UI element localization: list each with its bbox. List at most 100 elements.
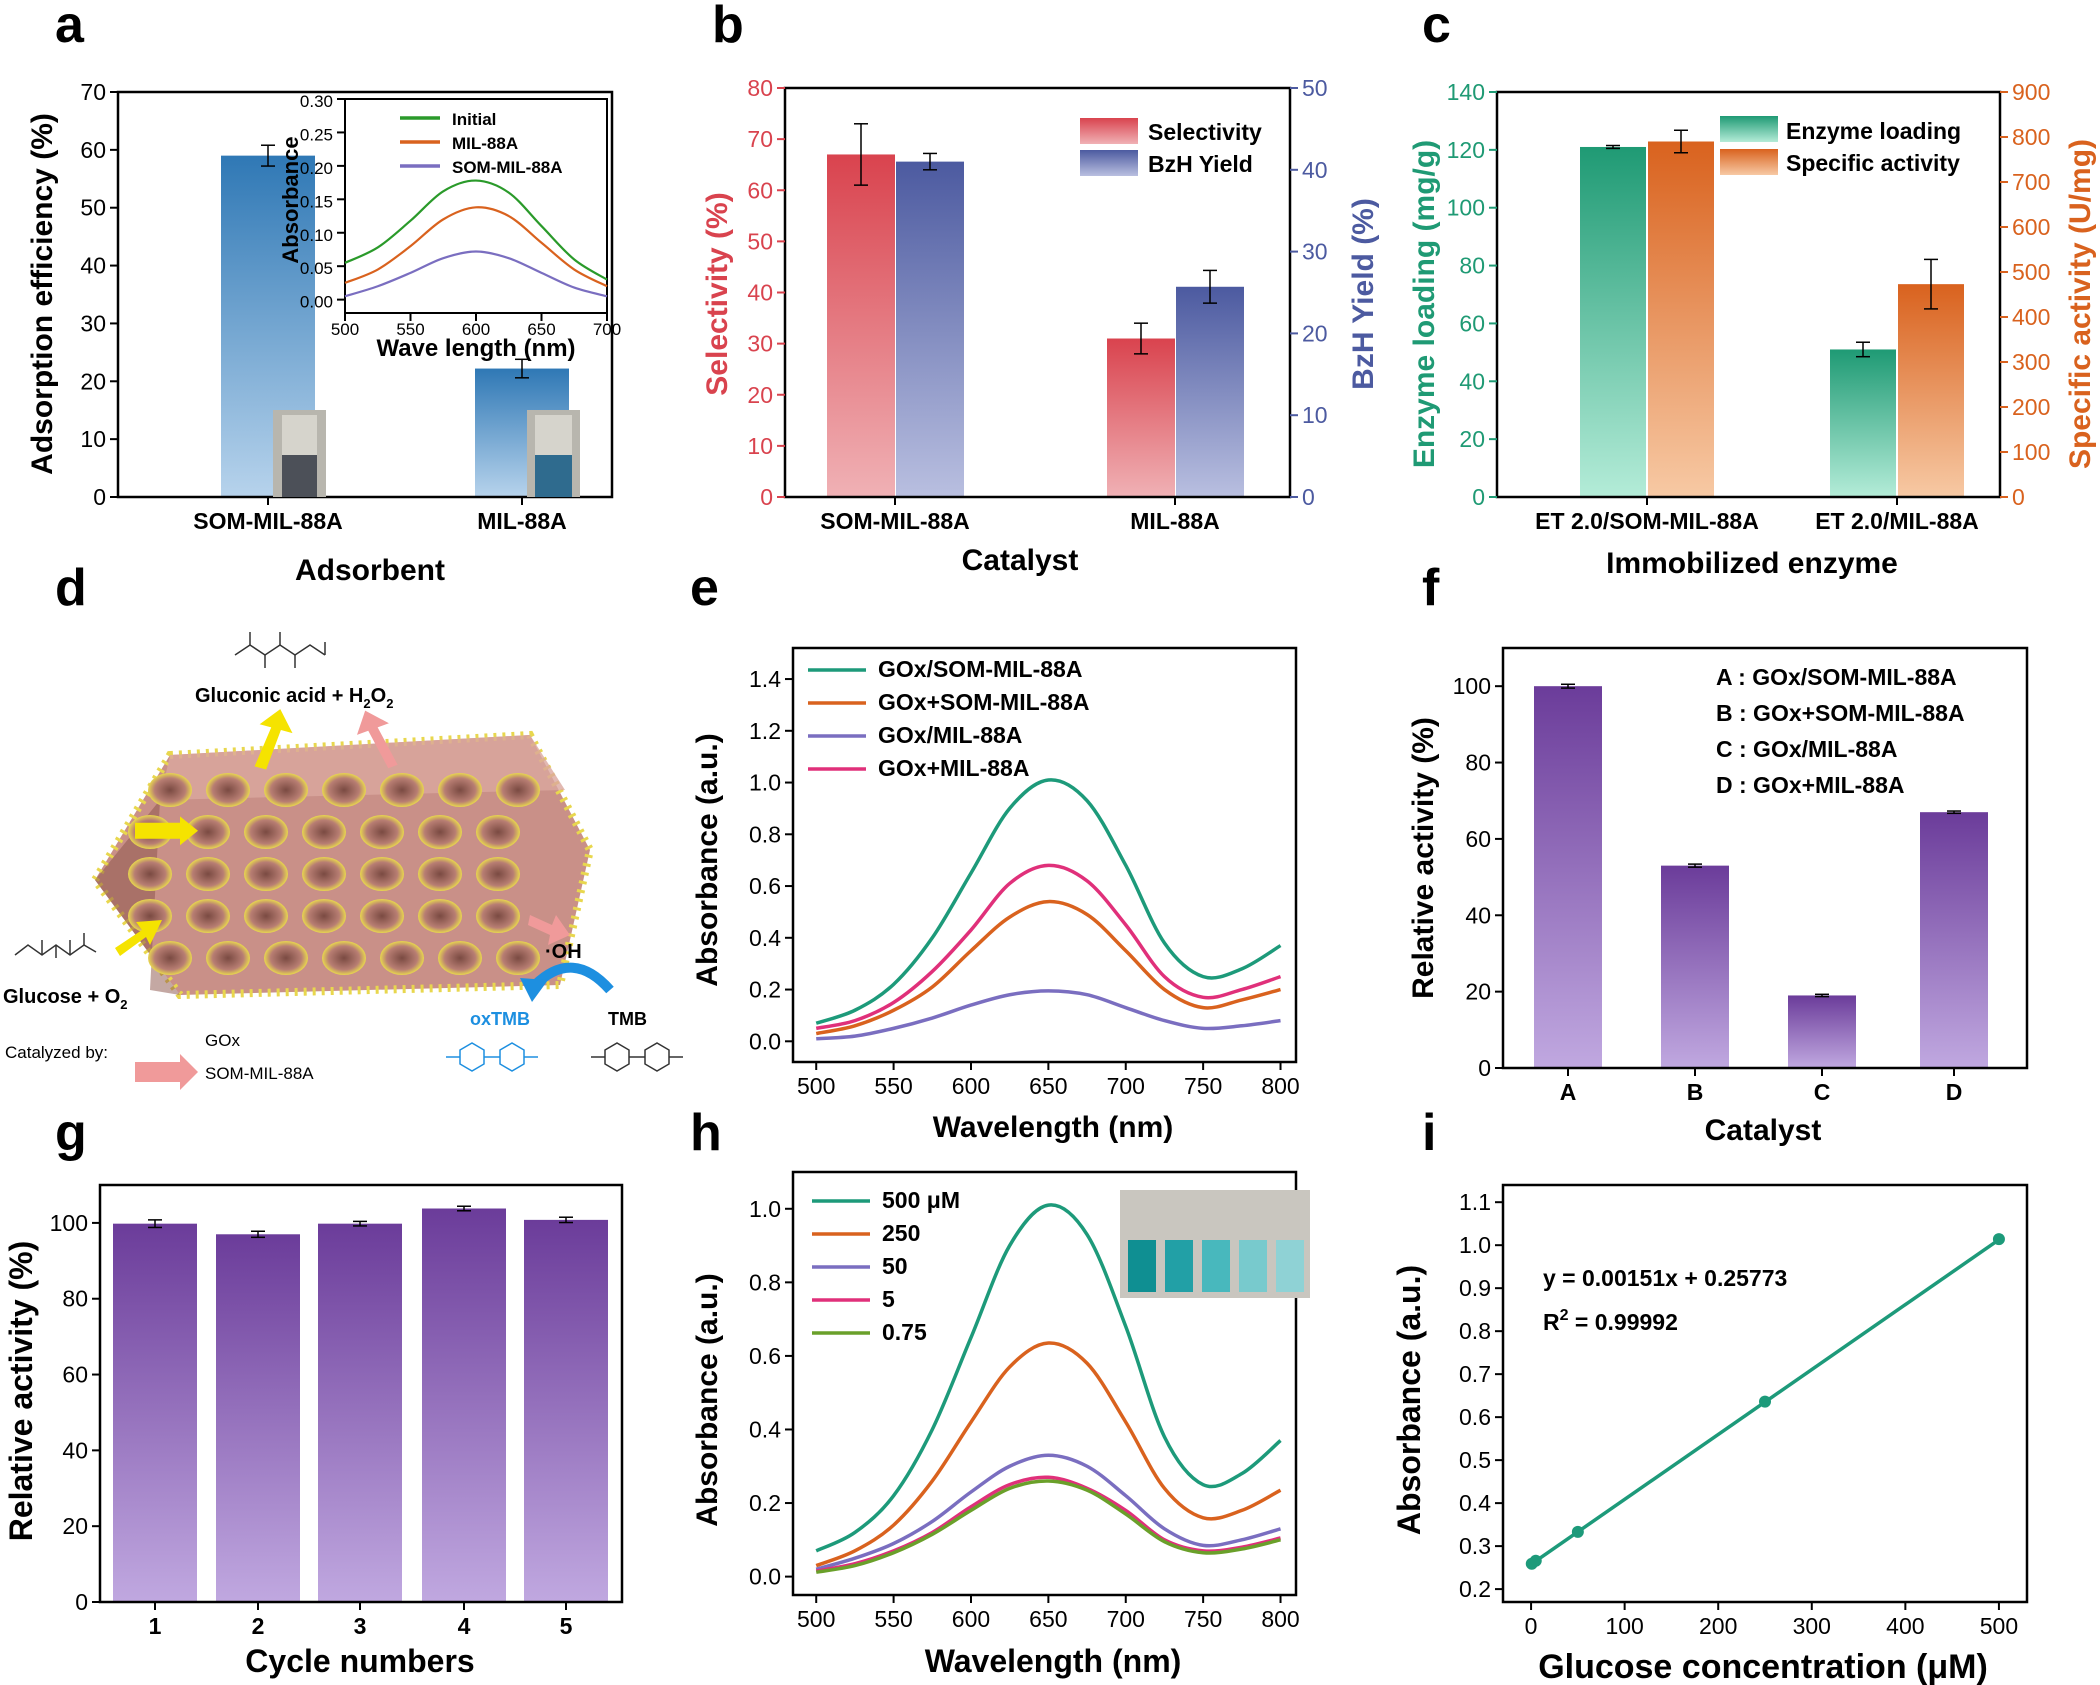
- catalyzed-by-label: Catalyzed by:: [5, 1043, 108, 1062]
- panel-c-legend-label: Enzyme loading: [1786, 118, 1961, 144]
- panel-e-xtick-label: 550: [874, 1073, 912, 1099]
- panel-b-legend-label: BzH Yield: [1148, 151, 1253, 177]
- panel-e-xtick-label: 500: [797, 1073, 835, 1099]
- panel-f-ytick-label: 80: [1465, 750, 1491, 776]
- panel-c-ytick-label: 0: [1472, 484, 1485, 510]
- panel-c-ytick-right-label: 400: [2012, 304, 2050, 330]
- panel-g-bars: [113, 1205, 608, 1602]
- panel-a-frame: 0 10 20 30 40 50 60 70 SOM-MIL-88A MIL-88A: [80, 79, 614, 534]
- panel-a-category-label: SOM-MIL-88A: [193, 508, 343, 534]
- panel-h-ylabel: Absorbance (a.u.): [691, 1273, 724, 1526]
- tmb-structure: [591, 1042, 683, 1072]
- panel-a-xlabel: Adsorbent: [295, 554, 445, 587]
- mof-pore: [244, 857, 288, 891]
- panel-e-xlabel: Wavelength (nm): [933, 1111, 1174, 1144]
- panel-i-ytick-label: 0.7: [1459, 1361, 1491, 1387]
- key-som-label: SOM-MIL-88A: [205, 1064, 314, 1083]
- panel-g-category-label: 5: [560, 1613, 573, 1639]
- panel-f-bar: [1534, 686, 1602, 1068]
- panel-c: 0 20 40 60 80 100 120 140 0 100 200 300 400 500 600 700…: [1408, 79, 2097, 580]
- panel-letter-g: g: [55, 1104, 87, 1162]
- panel-e-xtick-label: 650: [1029, 1073, 1067, 1099]
- panel-g-xlabel: Cycle numbers: [245, 1643, 474, 1679]
- panel-i-xtick-label: 300: [1793, 1613, 1831, 1639]
- panel-c-specific-activity-bar: [1648, 141, 1714, 497]
- fit-equation: y = 0.00151x + 0.25773: [1543, 1265, 1787, 1291]
- panel-h-legend-label: 50: [882, 1253, 908, 1279]
- panel-e-ytick-label: 0.2: [749, 977, 781, 1003]
- panel-b-frame: 0 10 20 30 40 50 60 70 80 0 10 20 30 40 50 SOM-MIL-88A M…: [747, 75, 1327, 534]
- panel-i-ytick-label: 0.6: [1459, 1404, 1491, 1430]
- hydroxyl-radical-label: ·OH: [545, 941, 582, 963]
- panel-d: Gluconic acid + H2O2 ·OH Glucose + O2 ox…: [3, 632, 683, 1090]
- panel-i-ytick-label: 0.3: [1459, 1533, 1491, 1559]
- panel-i-xlabel: Glucose concentration (μM): [1538, 1648, 1988, 1685]
- mof-pore: [438, 773, 482, 807]
- panel-f-category-label: D: [1946, 1079, 1963, 1105]
- panel-a-inset-xtick-label: 650: [527, 320, 555, 339]
- panel-b-legend-swatch: [1080, 150, 1138, 176]
- vial-photo-mil: [527, 410, 580, 497]
- panel-b-legend-label: Selectivity: [1148, 119, 1262, 145]
- panel-f-xlabel: Catalyst: [1705, 1114, 1822, 1147]
- panel-c-enzyme-loading-bar: [1580, 146, 1646, 497]
- panel-c-plot-frame: [1495, 90, 2002, 499]
- ox-tmb-label: oxTMB: [470, 1009, 530, 1029]
- som-arrow-up: [356, 710, 398, 769]
- panel-e-ytick-label: 0.4: [749, 925, 781, 951]
- key-som-arrow: [135, 1054, 198, 1090]
- panel-e-ylabel: Absorbance (a.u.): [691, 733, 724, 986]
- mof-pore: [128, 857, 172, 891]
- panel-a-ytick-label: 40: [80, 253, 106, 279]
- cuvette-photo: [1120, 1190, 1310, 1298]
- panel-e-series-line: [815, 778, 1282, 1025]
- panel-f-ytick-label: 100: [1453, 673, 1491, 699]
- panel-b-ytick-label: 70: [747, 126, 773, 152]
- panel-e-legend-label: GOx/MIL-88A: [878, 722, 1022, 748]
- panel-c-ytick-right-label: 900: [2012, 79, 2050, 105]
- panel-a-inset-series-line: [344, 206, 608, 288]
- panel-c-ytick-right-label: 200: [2012, 394, 2050, 420]
- panel-f-legend-label: A : GOx/SOM-MIL-88A: [1716, 664, 1957, 690]
- mof-pore: [302, 815, 346, 849]
- panel-letter-c: c: [1422, 0, 1451, 54]
- panel-g-frame: 0 20 40 60 80 100 1 2 3 4 5: [50, 1183, 624, 1639]
- panel-i-xtick-label: 0: [1525, 1613, 1538, 1639]
- panel-b: 0 10 20 30 40 50 60 70 80 0 10 20 30 40 50 SOM-MIL-88A M…: [701, 75, 1380, 577]
- panel-b-ytick-right-label: 40: [1302, 157, 1328, 183]
- panel-letter-i: i: [1422, 1104, 1436, 1162]
- mof-pore: [418, 899, 462, 933]
- mof-pore: [148, 773, 192, 807]
- panel-c-legend-label: Specific activity: [1786, 150, 1960, 176]
- panel-a-ytick-label: 60: [80, 137, 106, 163]
- panel-b-legend-swatch: [1080, 118, 1138, 144]
- panel-a-plot-frame: [116, 90, 614, 499]
- panel-h-legend-label: 500 μM: [882, 1187, 960, 1213]
- tmb-oxidation-arrowhead: [520, 978, 548, 1002]
- mof-pore: [438, 941, 482, 975]
- panel-letter-e: e: [690, 559, 719, 617]
- panel-e-plot-frame: [791, 646, 1298, 1064]
- panel-c-category-label: ET 2.0/SOM-MIL-88A: [1535, 508, 1759, 534]
- panel-a-inset-series-line: [344, 179, 608, 281]
- panel-b-ylabel-left: Selectivity (%): [701, 192, 734, 395]
- panel-e-ytick-label: 0.8: [749, 821, 781, 847]
- panel-h-ytick-label: 0.8: [749, 1269, 781, 1295]
- gox-arrow-up: [254, 709, 293, 770]
- panel-a-ytick-label: 0: [93, 484, 106, 510]
- panel-a-inset-xtick-label: 500: [331, 320, 359, 339]
- panel-letter-a: a: [55, 0, 85, 54]
- panel-c-legend-swatch: [1720, 116, 1778, 142]
- panel-c-enzyme-loading-bar: [1830, 349, 1896, 497]
- mof-pore: [206, 773, 250, 807]
- panel-c-ytick-right-label: 0: [2012, 484, 2025, 510]
- mof-pore: [360, 899, 404, 933]
- panel-e-ytick-label: 0.6: [749, 873, 781, 899]
- panel-c-ylabel-right: Specific activity (U/mg): [2064, 139, 2097, 469]
- panel-b-ytick-label: 0: [760, 484, 773, 510]
- panel-b-bzh-yield-bar: [1176, 286, 1244, 497]
- panel-b-ytick-label: 30: [747, 331, 773, 357]
- panel-g-bar: [318, 1223, 402, 1602]
- panel-h-series-line: [815, 1453, 1282, 1571]
- panel-e: 0.0 0.2 0.4 0.6 0.8 1.0 1.2 1.4 500 550 600 650 700 7…: [691, 646, 1300, 1144]
